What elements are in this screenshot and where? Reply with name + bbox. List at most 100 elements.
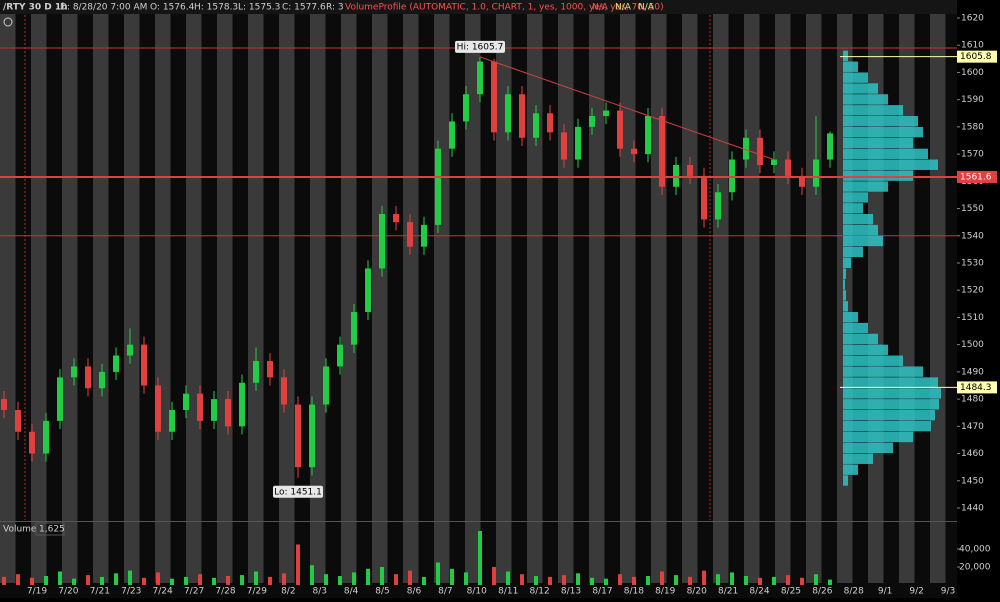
candle-body	[449, 121, 455, 149]
profile-bar	[843, 50, 848, 62]
y-tick-label: 1530	[961, 259, 984, 269]
volume-bar	[282, 573, 286, 585]
x-tick-label: 9/2	[909, 587, 923, 597]
candle-body	[295, 404, 301, 468]
stripe	[713, 14, 729, 583]
candle-body	[687, 165, 693, 176]
volume-bar	[618, 574, 622, 585]
volume-bar	[800, 577, 804, 585]
volume-bar	[142, 577, 146, 585]
profile-bar	[843, 235, 883, 247]
volume-bar	[702, 570, 706, 585]
x-tick-label: 9/1	[878, 587, 892, 597]
candle-body	[435, 148, 441, 225]
candle-body	[15, 410, 21, 432]
marker-box	[957, 381, 997, 394]
volume-bar	[324, 574, 328, 585]
volume-last-box	[35, 522, 65, 536]
profile-bar	[843, 203, 863, 214]
x-tick-label: 8/11	[498, 587, 518, 597]
candle-body	[43, 420, 49, 454]
info-icon[interactable]	[3, 17, 13, 27]
header-close: C: 1577.6	[282, 3, 326, 13]
profile-bar	[843, 377, 938, 388]
y-tick-label: 1590	[961, 95, 984, 105]
annotation-box	[455, 40, 505, 53]
profile-bar	[843, 170, 913, 181]
candle-body	[99, 371, 105, 389]
candle-body	[715, 192, 721, 220]
stripe	[217, 14, 233, 583]
header-open: O: 1576.4	[150, 3, 195, 13]
profile-bar	[843, 410, 935, 421]
profile-bar	[843, 290, 846, 301]
marker-box	[957, 170, 997, 183]
volume-bar	[30, 577, 34, 585]
x-tick-label: 8/18	[624, 587, 644, 597]
y-tick-label: 1440	[961, 504, 984, 514]
volume-bar	[394, 574, 398, 585]
profile-bar	[843, 83, 878, 94]
stripe	[465, 14, 481, 583]
volume-bar	[212, 577, 216, 585]
y-tick-label: 1580	[961, 122, 984, 132]
symbol: /RTY 30 D 1h	[3, 3, 68, 13]
candle-body	[379, 214, 385, 269]
x-tick-label: 7/29	[247, 587, 267, 597]
volume-bar	[408, 570, 412, 585]
stripe	[558, 14, 574, 583]
volume-bar	[478, 531, 482, 585]
candle-body	[813, 159, 819, 187]
profile-bar	[843, 475, 848, 486]
volume-bar	[184, 576, 188, 585]
candle-body	[673, 165, 679, 187]
y-tick-label: 1450	[961, 476, 984, 486]
volume-bar	[590, 577, 594, 585]
profile-bar	[843, 159, 938, 170]
x-tick-label: 8/7	[438, 587, 452, 597]
volume-bar	[422, 576, 426, 585]
profile-bar	[843, 181, 888, 192]
volume-bar	[380, 567, 384, 585]
candle-body	[225, 399, 231, 427]
header-range: R: 3	[326, 3, 344, 13]
profile-bar	[843, 94, 888, 105]
study-label[interactable]: VolumeProfile (AUTOMATIC, 1.0, CHART, 1,…	[345, 3, 664, 13]
candle-body	[365, 268, 371, 312]
candle-body	[141, 344, 147, 386]
y-tick-label: 1620	[961, 14, 984, 24]
candle-body	[253, 361, 259, 383]
candle-body	[1, 399, 7, 410]
y-tick-label: 1500	[961, 340, 984, 350]
candle-body	[267, 361, 273, 378]
volume-bar	[464, 572, 468, 585]
candle-body	[29, 431, 35, 454]
candle-body	[323, 366, 329, 405]
candle-body	[169, 410, 175, 432]
candle-body	[309, 404, 315, 468]
volume-bar	[646, 576, 650, 585]
price-axis-bg	[957, 0, 1000, 598]
volume-bar	[520, 574, 524, 585]
stripe	[248, 14, 264, 583]
profile-bar	[843, 442, 893, 454]
volume-bar	[254, 571, 258, 585]
y-tick-label: 1520	[961, 286, 984, 296]
profile-bar	[843, 355, 903, 366]
stripe	[775, 14, 791, 583]
marker-label: 1605.8	[960, 52, 992, 62]
stripe	[93, 14, 109, 583]
profile-bar	[843, 116, 918, 127]
stripe	[651, 14, 667, 583]
candle-body	[519, 94, 525, 138]
stripe	[589, 14, 605, 583]
profile-bar	[843, 388, 941, 399]
y-tick-label: 1490	[961, 367, 984, 377]
volume-bar	[576, 573, 580, 585]
profile-bar	[843, 268, 846, 279]
study-na: N/A	[638, 3, 655, 13]
candle-body	[743, 137, 749, 160]
y-tick-label: 1470	[961, 422, 984, 432]
x-tick-label: 8/19	[655, 587, 675, 597]
